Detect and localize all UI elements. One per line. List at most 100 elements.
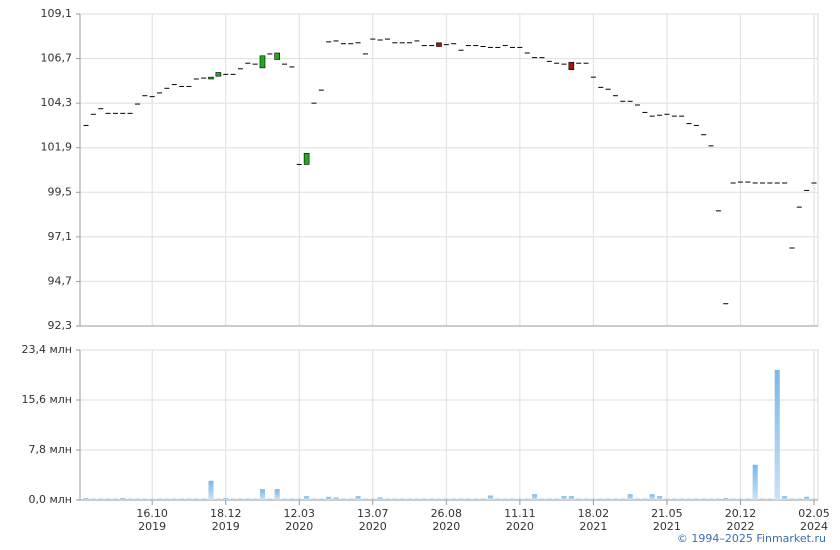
plot-area: [79, 349, 819, 501]
volume-bar-shade: [782, 496, 788, 500]
x-tick-label: 12.03 2020: [283, 507, 316, 533]
volume-bar-shade: [590, 498, 596, 500]
candle-body: [436, 42, 442, 47]
volume-bar-shade: [561, 496, 567, 500]
candle-body: [259, 55, 266, 69]
volume-bar-shade: [568, 496, 574, 500]
volume-bar-shade: [730, 498, 736, 500]
volume-bar-shade: [708, 498, 714, 500]
volume-bar-shade: [245, 498, 251, 500]
volume-bar-shade: [112, 498, 118, 500]
x-tick-label: 11.11 2020: [504, 507, 536, 533]
volume-bar-shade: [377, 497, 383, 500]
volume-bar-shade: [201, 498, 207, 500]
candle-body: [215, 72, 222, 77]
volume-bar-shade: [451, 498, 457, 500]
volume-bar-shade: [635, 498, 641, 500]
y-tick-label: 94,7: [48, 274, 73, 287]
x-tick-label: 20.12 2022: [724, 507, 757, 533]
volume-bar-shade: [789, 498, 795, 500]
volume-bar-shade: [539, 498, 545, 500]
volume-bar-shade: [333, 497, 339, 500]
volume-bar-shade: [348, 498, 354, 500]
volume-bar-shade: [171, 498, 177, 500]
volume-bar-shade: [436, 498, 442, 500]
volume-bar-shade: [605, 498, 611, 500]
volume-bar-shade: [473, 498, 479, 500]
x-tick-label: 13.07 2020: [357, 507, 389, 533]
volume-bar-shade: [392, 498, 398, 500]
volume-bar-shade: [296, 498, 302, 500]
volume-bar-shade: [458, 498, 464, 500]
y-tick-label: 109,1: [41, 7, 73, 20]
volume-bar-shade: [134, 498, 140, 500]
x-tick-label: 18.02 2021: [577, 507, 610, 533]
volume-bar-shade: [318, 498, 324, 500]
volume-bar-shade: [142, 498, 148, 500]
volume-bar-shade: [149, 498, 155, 500]
volume-bar-shade: [443, 498, 449, 500]
y-tick-label: 101,9: [41, 141, 73, 154]
volume-bar-shade: [370, 498, 376, 500]
volume-bar-shade: [186, 498, 192, 500]
volume-bar-shade: [627, 494, 633, 500]
volume-bar-shade: [487, 495, 493, 500]
y-tick-label: 97,1: [48, 230, 73, 243]
volume-bar-shade: [355, 496, 361, 500]
x-tick-label: 16.10 2019: [136, 507, 168, 533]
volume-bar-shade: [671, 498, 677, 500]
volume-bar-shade: [414, 498, 420, 500]
candle-body: [303, 152, 310, 165]
volume-bar-shade: [546, 498, 552, 500]
x-tick-label: 21.05 2021: [651, 507, 683, 533]
volume-bar-shade: [399, 498, 405, 500]
candle-body: [274, 52, 280, 60]
volume-bar-shade: [193, 498, 199, 500]
volume-bar-shade: [127, 498, 133, 500]
volume-bar-shade: [179, 498, 185, 500]
volume-bar-shade: [252, 498, 258, 500]
volume-bar-shade: [83, 498, 89, 500]
volume-bar-shade: [760, 498, 766, 500]
volume-bar-shade: [384, 498, 390, 500]
y-tick-label: 15,6 млн: [21, 393, 72, 406]
volume-bar-shade: [208, 480, 214, 500]
candle-body: [208, 76, 214, 80]
volume-bar-shade: [811, 498, 817, 500]
volume-bar-shade: [421, 498, 427, 500]
volume-bar-shade: [612, 498, 618, 500]
volume-bar-shade: [105, 498, 111, 500]
volume-bar-shade: [304, 496, 310, 500]
volume-bar-shade: [465, 498, 471, 500]
volume-bar-shade: [223, 498, 229, 500]
volume-bar-shade: [237, 498, 243, 500]
volume-bar-shade: [120, 498, 126, 500]
volume-bar-shade: [164, 498, 170, 500]
volume-bar-shade: [598, 498, 604, 500]
volume-bar-shade: [215, 498, 221, 500]
y-tick-label: 99,5: [48, 185, 73, 198]
volume-bar-shade: [715, 498, 721, 500]
volume-bar-shade: [502, 498, 508, 500]
y-tick-label: 104,3: [41, 96, 73, 109]
y-tick-label: 92,3: [48, 319, 73, 332]
volume-bar-shade: [723, 498, 729, 500]
volume-bar-shade: [752, 464, 758, 500]
volume-bar-shade: [679, 498, 685, 500]
volume-bar-shade: [583, 498, 589, 500]
volume-bar-shade: [524, 498, 530, 500]
volume-bar-shade: [230, 498, 236, 500]
y-tick-label: 0,0 млн: [28, 493, 72, 506]
volume-bar-shade: [157, 498, 163, 500]
volume-bar-shade: [362, 498, 368, 500]
volume-bar-shade: [642, 498, 648, 500]
volume-bar-shade: [686, 498, 692, 500]
volume-bar-shade: [289, 498, 295, 500]
volume-bar-shade: [510, 498, 516, 500]
volume-bar-shade: [495, 498, 501, 500]
volume-bar-shade: [90, 498, 96, 500]
x-tick-label: 02.05 2024: [798, 507, 830, 533]
volume-bar-shade: [664, 498, 670, 500]
